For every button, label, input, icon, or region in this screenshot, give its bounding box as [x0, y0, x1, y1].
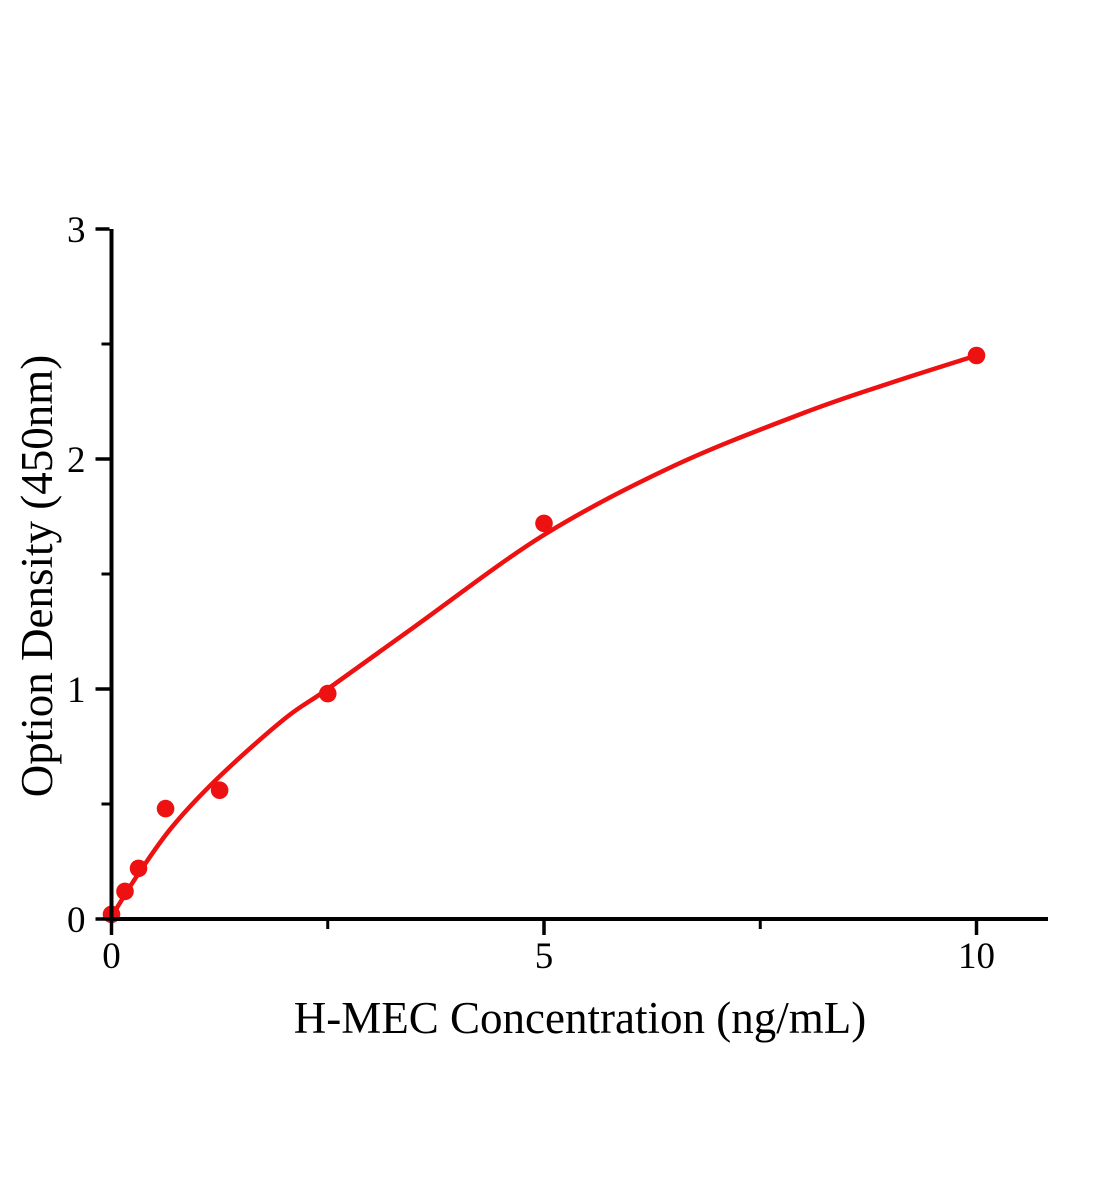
fitted-curve — [109, 353, 979, 919]
x-tick-label: 0 — [102, 936, 121, 977]
tick-labels-group: 0 5 10 0 1 2 3 — [67, 210, 995, 977]
data-point — [210, 781, 229, 799]
y-tick-label: 2 — [67, 440, 86, 481]
data-points-group — [102, 346, 986, 924]
x-tick-label: 5 — [535, 936, 554, 977]
axes-group — [95, 227, 1048, 935]
data-point — [967, 346, 986, 365]
y-tick-label: 1 — [67, 670, 86, 711]
data-point — [535, 514, 553, 533]
y-tick-label: 3 — [67, 210, 86, 251]
data-point — [116, 882, 134, 901]
x-tick-label: 10 — [958, 936, 995, 977]
x-axis-title: H-MEC Concentration (ng/mL) — [294, 993, 866, 1043]
data-point — [318, 684, 337, 703]
data-point — [129, 859, 148, 878]
data-point — [156, 799, 175, 818]
y-tick-label: 0 — [67, 900, 86, 941]
fit-curve-group — [109, 353, 979, 919]
y-axis-title: Option Density (450nm) — [12, 355, 62, 797]
